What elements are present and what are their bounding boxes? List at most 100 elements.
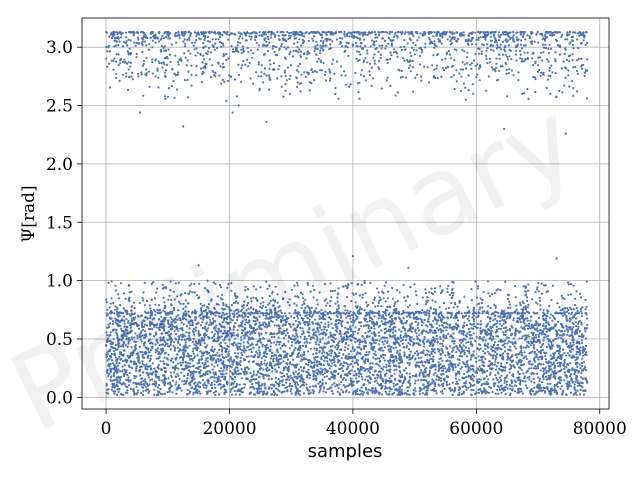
data-point: [408, 355, 411, 359]
data-point: [255, 381, 258, 385]
data-point: [392, 385, 395, 388]
data-point: [417, 357, 420, 360]
data-point: [493, 349, 496, 352]
data-point: [378, 370, 381, 373]
data-point: [412, 354, 415, 357]
data-point: [532, 331, 535, 334]
data-point: [255, 377, 258, 381]
data-point: [329, 387, 332, 390]
data-point: [288, 382, 291, 385]
data-point: [313, 358, 316, 361]
data-point: [539, 363, 543, 366]
data-point: [344, 357, 347, 360]
data-point: [526, 327, 530, 330]
data-point: [521, 354, 524, 357]
data-point: [379, 349, 382, 352]
data-point: [476, 326, 479, 329]
data-point: [327, 325, 330, 328]
data-point: [488, 360, 491, 363]
data-point: [463, 321, 466, 324]
data-point: [469, 385, 472, 388]
data-point: [346, 315, 349, 318]
data-point: [430, 324, 433, 327]
data-point: [565, 374, 568, 378]
data-point: [249, 371, 252, 375]
data-point: [497, 392, 500, 395]
data-point: [435, 322, 438, 325]
data-point: [489, 371, 492, 375]
data-point: [515, 384, 518, 387]
data-point: [428, 369, 431, 372]
data-point: [280, 379, 283, 382]
data-point: [374, 392, 377, 395]
data-point: [312, 392, 315, 395]
data-point: [299, 366, 302, 369]
data-point: [559, 387, 562, 390]
data-point: [285, 386, 288, 389]
data-point: [501, 365, 504, 368]
data-point: [512, 317, 515, 320]
data-point: [460, 348, 463, 351]
data-point: [469, 358, 472, 361]
data-point: [323, 345, 326, 348]
data-point: [539, 351, 542, 354]
data-point: [484, 347, 487, 351]
data-point: [432, 373, 435, 376]
data-point: [225, 372, 228, 375]
data-point: [401, 392, 404, 396]
data-point: [581, 382, 584, 385]
data-point: [140, 391, 143, 395]
data-point: [443, 336, 446, 339]
data-point: [126, 389, 129, 392]
data-point: [524, 355, 528, 358]
data-point: [283, 374, 286, 378]
data-point: [404, 339, 407, 342]
data-point: [472, 322, 475, 325]
data-point: [580, 323, 583, 326]
data-point: [442, 378, 445, 381]
data-point: [378, 334, 381, 337]
data-point: [301, 380, 304, 383]
data-point: [303, 335, 306, 338]
data-point: [296, 363, 299, 366]
data-point: [392, 382, 395, 385]
data-point: [455, 382, 458, 385]
data-point: [338, 329, 342, 332]
data-point: [466, 349, 469, 353]
data-point: [545, 378, 549, 381]
data-point: [545, 375, 548, 378]
data-point: [456, 346, 459, 349]
data-point: [277, 362, 280, 365]
data-point: [207, 379, 210, 382]
data-point: [522, 346, 525, 349]
data-point: [265, 364, 268, 367]
data-point: [473, 375, 476, 378]
data-point: [503, 315, 506, 318]
data-point: [389, 365, 392, 368]
data-point: [533, 381, 536, 384]
data-point: [331, 327, 334, 330]
data-point: [451, 347, 454, 350]
data-point: [499, 327, 503, 330]
data-point: [235, 383, 238, 386]
data-point: [393, 325, 396, 328]
data-point: [476, 381, 480, 384]
data-point: [549, 347, 552, 350]
data-point: [458, 349, 461, 352]
data-point: [232, 378, 235, 381]
data-point: [557, 352, 560, 355]
data-point: [326, 388, 329, 391]
data-point: [317, 343, 321, 346]
data-point: [338, 383, 341, 386]
data-point: [367, 327, 370, 330]
data-point: [433, 339, 437, 342]
data-point: [333, 382, 336, 385]
data-point: [426, 392, 429, 395]
data-point: [367, 324, 370, 327]
data-point: [205, 390, 208, 393]
data-point: [329, 331, 332, 334]
data-point: [465, 361, 468, 364]
data-point: [374, 358, 377, 361]
data-point: [336, 384, 339, 387]
data-point: [455, 344, 458, 348]
